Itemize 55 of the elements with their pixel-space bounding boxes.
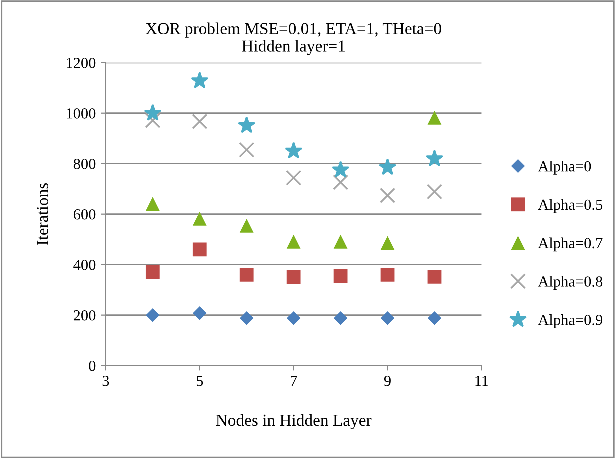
point — [426, 184, 443, 200]
point — [380, 188, 396, 204]
point — [379, 158, 397, 176]
point — [332, 161, 350, 178]
x-tick-label: 9 — [384, 376, 391, 386]
point — [191, 72, 209, 89]
x-tick-label: 7 — [291, 376, 298, 386]
point — [240, 311, 254, 326]
point — [146, 265, 160, 280]
point — [146, 197, 160, 211]
legend-label: Alpha=0.8 — [538, 276, 603, 290]
point — [285, 142, 303, 159]
legend-label: Alpha=0.9 — [538, 314, 603, 328]
point — [192, 212, 207, 226]
point — [334, 234, 348, 249]
point — [286, 170, 302, 186]
x-tick-label: 11 — [476, 376, 488, 386]
y-tick-label: 1200 — [67, 58, 96, 68]
point — [286, 234, 301, 249]
point — [240, 219, 254, 233]
y-tick-label: 0 — [89, 360, 96, 372]
point — [380, 236, 395, 250]
point — [334, 270, 348, 284]
point — [144, 104, 162, 121]
legend-label: Alpha=0 — [538, 160, 592, 175]
x-tick-label: 5 — [196, 376, 204, 386]
y-tick-label: 600 — [74, 209, 96, 220]
point — [286, 311, 301, 326]
point — [334, 311, 348, 326]
legend-label: Alpha=0.5 — [538, 199, 603, 214]
point — [240, 268, 254, 282]
point — [380, 311, 395, 326]
point — [428, 110, 442, 125]
y-tick-label: 400 — [74, 260, 96, 270]
point — [145, 112, 161, 128]
point — [428, 311, 442, 326]
point — [192, 242, 207, 257]
x-axis-title: Nodes in Hidden Layer — [216, 414, 372, 430]
point — [193, 306, 207, 320]
point — [380, 268, 395, 282]
point — [286, 270, 301, 284]
y-tick-label: 1000 — [67, 108, 96, 119]
point — [428, 270, 442, 284]
point — [333, 174, 349, 190]
y-axis-title: Iterations — [37, 183, 48, 246]
point — [238, 116, 256, 134]
point — [192, 114, 208, 130]
y-tick-label: 200 — [74, 310, 96, 321]
legend-label: Alpha=0.7 — [538, 238, 603, 252]
point — [146, 308, 160, 322]
x-tick-label: 3 — [102, 376, 110, 386]
point — [239, 142, 255, 158]
point — [426, 150, 444, 167]
chart-title: XOR problem MSE=0.01, ETA=1, THeta=0 Hidden layer=1 — [146, 22, 442, 56]
y-tick-label: 800 — [74, 159, 96, 170]
